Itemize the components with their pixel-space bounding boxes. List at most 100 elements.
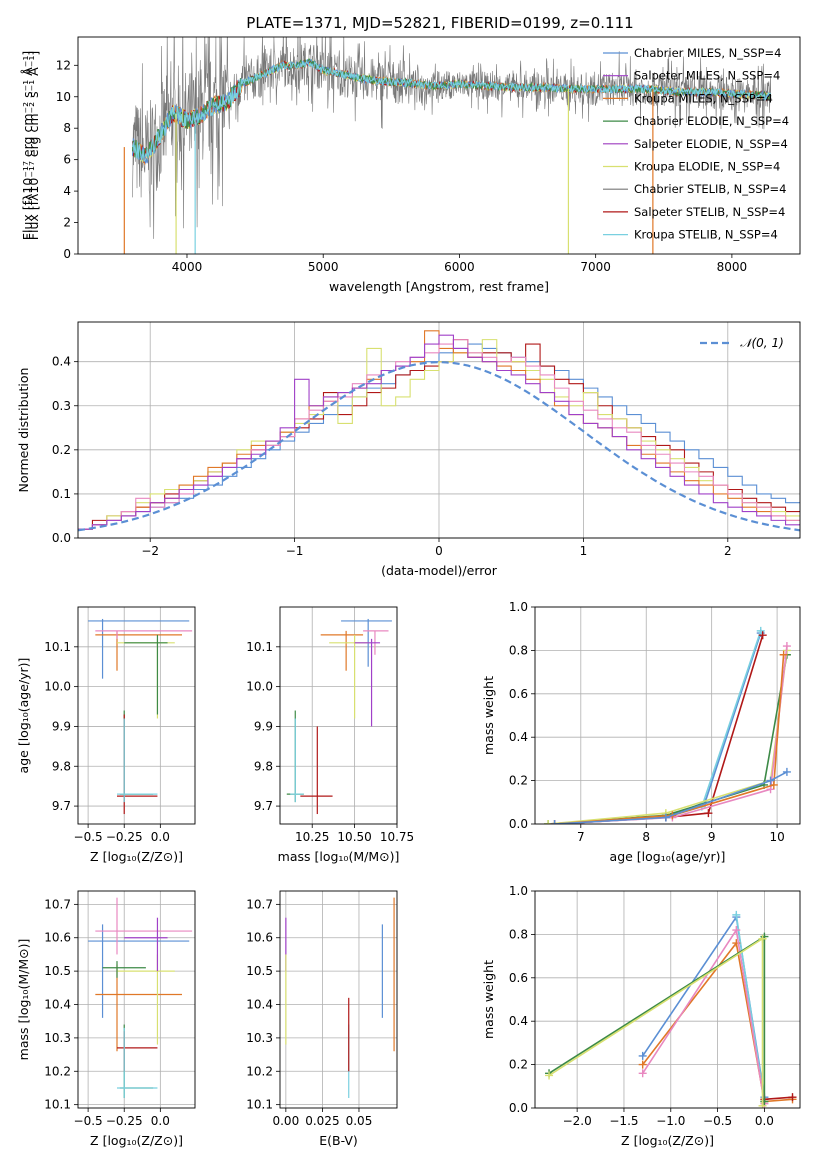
x-tick-label: −1.0 — [656, 1114, 685, 1128]
axes-frame — [534, 890, 801, 1109]
y-tick-label: 10.5 — [246, 964, 273, 978]
normal-curve — [78, 360, 800, 532]
series-marker — [638, 1069, 647, 1078]
x-tick-label: −1.5 — [609, 1114, 638, 1128]
legend-label: Salpeter STELIB, N_SSP=4 — [634, 205, 785, 219]
y-tick-label: 0.0 — [52, 531, 71, 545]
series-marker — [769, 780, 778, 789]
y-tick-label: 9.7 — [52, 799, 71, 813]
y-tick-label: 10.1 — [246, 1098, 273, 1112]
series-line — [764, 1096, 793, 1101]
series-line — [554, 771, 788, 824]
series-line — [642, 914, 766, 1098]
series-line — [548, 935, 766, 1102]
y-axis-label: Flux [fλ10⁻¹⁷ erg cm⁻² s⁻¹ Å⁻¹] — [26, 51, 41, 240]
y-tick-label: 10.6 — [44, 931, 71, 945]
y-axis-label: Normed distribution — [16, 368, 31, 493]
y-tick-label: 12 — [56, 58, 71, 72]
legend-label: Salpeter MILES, N_SSP=4 — [634, 69, 780, 83]
x-tick-label: 9 — [708, 830, 716, 844]
x-axis-label: mass [log₁₀(M/M⊙)] — [278, 849, 400, 864]
legend-label: Chabrier STELIB, N_SSP=4 — [634, 182, 786, 196]
series-marker — [782, 767, 791, 776]
y-tick-label: 0.4 — [52, 355, 71, 369]
histogram-step-line — [78, 343, 800, 530]
y-tick-label: 0.0 — [509, 817, 528, 831]
y-tick-label: 9.9 — [52, 719, 71, 733]
y-tick-label: 10.4 — [246, 998, 273, 1012]
y-tick-label: 10.7 — [246, 897, 273, 911]
y-tick-label: 0.6 — [509, 687, 528, 701]
axes-frame — [77, 890, 196, 1109]
ebv-vs-mass-panel: 0.00 0.025 0.05 10.1 10.2 10.3 10.4 10.5 10.6 10.… — [246, 890, 398, 1148]
histogram-step-line — [78, 334, 800, 530]
x-tick-label: 6000 — [444, 260, 475, 274]
series-marker — [732, 910, 741, 919]
series-line — [642, 941, 793, 1103]
errorbars — [88, 618, 193, 815]
y-tick-label: 9.7 — [254, 799, 273, 813]
x-tick-label: 10 — [769, 830, 784, 844]
axes-frame — [77, 321, 801, 539]
series-marker — [756, 626, 765, 635]
y-tick-label: 9.8 — [254, 759, 273, 773]
x-tick-label: −0.5 — [74, 830, 103, 844]
x-axis-label: (data-model)/error — [381, 563, 498, 578]
x-axis-label: Z [log₁₀(Z/Z⊙)] — [621, 1133, 714, 1148]
x-tick-label: −0.5 — [703, 1114, 732, 1128]
x-tick-label: 0.0 — [755, 1114, 774, 1128]
y-tick-label: 4 — [63, 184, 71, 198]
series-marker — [782, 642, 791, 651]
y-tick-label: 10.1 — [44, 640, 71, 654]
y-tick-label: 9.8 — [52, 759, 71, 773]
y-tick-label: 0 — [63, 247, 71, 261]
y-axis-label: mass [log₁₀(M/M⊙)] — [16, 939, 31, 1061]
z-vs-age-panel: −0.5 −0.25 0.0 9.7 9.8 9.9 10.0 10.1 Z [log₁₀(Z/… — [16, 606, 196, 864]
series-line — [554, 654, 785, 824]
y-tick-label: 1.0 — [509, 600, 528, 614]
axes-frame — [279, 890, 398, 1109]
x-tick-label: 8000 — [717, 260, 748, 274]
axes-frame — [534, 606, 801, 825]
y-tick-label: 6 — [63, 153, 71, 167]
x-tick-label: 0.025 — [305, 1114, 339, 1128]
series-marker — [788, 1093, 797, 1102]
axes-frame — [77, 606, 196, 825]
series-marker — [758, 1101, 767, 1108]
y-tick-label: 10.3 — [44, 1031, 71, 1045]
y-tick-label: 0.2 — [509, 774, 528, 788]
y-tick-label: 0.0 — [509, 1101, 528, 1115]
y-tick-label: 8 — [63, 121, 71, 135]
y-tick-label: 10.0 — [246, 680, 273, 694]
y-tick-label: 10.1 — [44, 1098, 71, 1112]
y-tick-label: 0.2 — [509, 1058, 528, 1072]
x-tick-label: 5000 — [308, 260, 339, 274]
residual-hist-panel: −2 −1 0 1 2 0.0 0.1 0.2 0.3 0.4 𝒩(0, 1) (data-model… — [16, 321, 801, 578]
series-lines — [545, 910, 797, 1108]
spectrum-data-line — [132, 37, 772, 239]
series-marker — [758, 934, 767, 943]
y-tick-label: 0.1 — [52, 487, 71, 501]
age-vs-weight-panel: 7 8 9 10 0.0 0.2 0.4 0.6 0.8 1.0 age [log₁₀(age/yr… — [481, 600, 801, 864]
x-tick-label: −0.5 — [74, 1114, 103, 1128]
y-tick-label: 0.8 — [509, 927, 528, 941]
series-marker — [661, 813, 670, 822]
y-tick-label: 1.0 — [509, 884, 528, 898]
x-tick-label: 0.0 — [151, 1114, 170, 1128]
series-marker — [758, 631, 767, 640]
legend-label: Chabrier ELODIE, N_SSP=4 — [634, 114, 789, 128]
x-tick-label: 0.05 — [346, 1114, 373, 1128]
legend-label: Chabrier MILES, N_SSP=4 — [634, 46, 781, 60]
spectrum-lines — [123, 37, 772, 254]
y-tick-label: 10 — [56, 90, 71, 104]
x-tick-label: 10.25 — [295, 830, 329, 844]
series-marker — [638, 1060, 647, 1069]
x-tick-label: −0.25 — [106, 830, 143, 844]
series-lines — [544, 626, 791, 824]
axes-frame — [279, 606, 398, 825]
errorbars — [285, 897, 395, 1098]
x-tick-label: 7 — [577, 830, 585, 844]
x-tick-label: 0 — [435, 544, 443, 558]
x-tick-label: −2 — [141, 544, 159, 558]
spectrum-model-line — [132, 59, 772, 162]
